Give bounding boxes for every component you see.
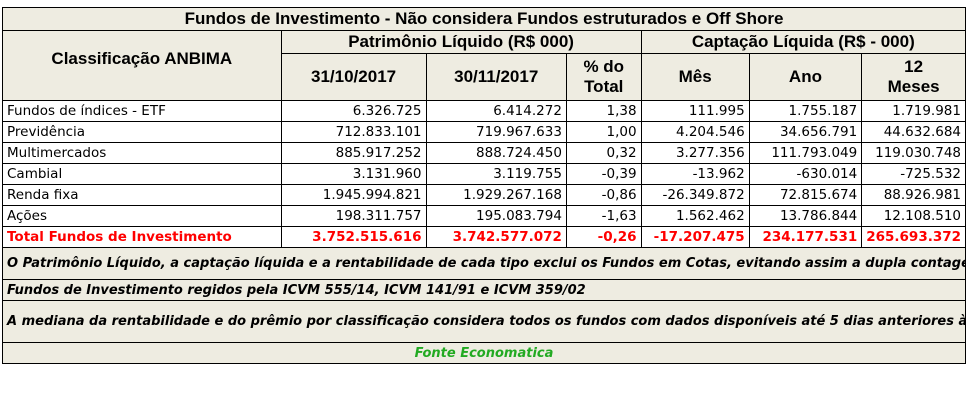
cap-group-header: Captação Líquida (R$ - 000) (640, 30, 967, 54)
col-header-12m: 12 Meses (861, 53, 966, 101)
source-row: Fonte Economatica (2, 342, 966, 364)
cell-pl-nov: 888.724.450 (425, 142, 567, 164)
table-row: Cambial 3.131.960 3.119.755 -0,39 -13.96… (2, 163, 966, 185)
row-label: Fundos de índices - ETF (2, 100, 282, 122)
table-row: Fundos de índices - ETF 6.326.725 6.414.… (2, 100, 966, 122)
cell-pct: -0,86 (565, 184, 642, 206)
cell-pl-oct: 885.917.252 (280, 142, 427, 164)
cell-pl-nov: 1.929.267.168 (425, 184, 567, 206)
col-header-date1: 31/10/2017 (280, 53, 427, 101)
total-pl-oct: 3.752.515.616 (280, 226, 427, 248)
cell-mes: 111.995 (640, 100, 750, 122)
cell-mes: -26.349.872 (640, 184, 750, 206)
col-header-12m-line2: Meses (887, 77, 940, 96)
cell-pct: 1,00 (565, 121, 642, 143)
funds-table: Fundos de Investimento - Não considera F… (2, 7, 967, 364)
cell-12m: 44.632.684 (861, 121, 966, 143)
total-ano: 234.177.531 (748, 226, 863, 248)
classification-header: Classificação ANBIMA (2, 30, 282, 101)
cell-ano: 1.755.187 (748, 100, 863, 122)
cell-mes: 1.562.462 (640, 205, 750, 227)
col-header-pct: % do Total (565, 53, 642, 101)
cell-12m: 1.719.981 (861, 100, 966, 122)
table-title: Fundos de Investimento - Não considera F… (2, 7, 966, 31)
cell-pl-nov: 3.119.755 (425, 163, 567, 185)
cell-pl-nov: 6.414.272 (425, 100, 567, 122)
col-header-ano: Ano (748, 53, 863, 101)
cell-pl-oct: 6.326.725 (280, 100, 427, 122)
cell-pct: -1,63 (565, 205, 642, 227)
table-row: Renda fixa 1.945.994.821 1.929.267.168 -… (2, 184, 966, 206)
note-row-1: O Patrimônio Líquido, a captação líquida… (2, 247, 966, 280)
cell-pl-oct: 3.131.960 (280, 163, 427, 185)
col-header-mes: Mês (640, 53, 750, 101)
total-pct: -0,26 (565, 226, 642, 248)
cell-12m: -725.532 (861, 163, 966, 185)
row-label: Renda fixa (2, 184, 282, 206)
source-label: Fonte Economatica (2, 342, 966, 364)
cell-pl-oct: 712.833.101 (280, 121, 427, 143)
table-row: Multimercados 885.917.252 888.724.450 0,… (2, 142, 966, 164)
cell-pct: 1,38 (565, 100, 642, 122)
table-row: Ações 198.311.757 195.083.794 -1,63 1.56… (2, 205, 966, 227)
row-label: Multimercados (2, 142, 282, 164)
cell-12m: 119.030.748 (861, 142, 966, 164)
total-label: Total Fundos de Investimento (2, 226, 282, 248)
note-row-2: Fundos de Investimento regidos pela ICVM… (2, 279, 966, 301)
total-mes: -17.207.475 (640, 226, 750, 248)
col-header-pct-line2: Total (584, 77, 624, 96)
row-label: Ações (2, 205, 282, 227)
header-row-2: 31/10/2017 30/11/2017 % do Total Mês Ano… (2, 53, 966, 101)
cell-pl-oct: 198.311.757 (280, 205, 427, 227)
row-label: Previdência (2, 121, 282, 143)
note-mediana: A mediana da rentabilidade e do prêmio p… (2, 300, 966, 343)
note-dupla-contagem: O Patrimônio Líquido, a captação líquida… (2, 247, 966, 280)
note-row-3: A mediana da rentabilidade e do prêmio p… (2, 300, 966, 343)
cell-pl-nov: 195.083.794 (425, 205, 567, 227)
note-icvm: Fundos de Investimento regidos pela ICVM… (2, 279, 966, 301)
total-pl-nov: 3.742.577.072 (425, 226, 567, 248)
header-row-1: Classificação ANBIMA Patrimônio Líquido … (2, 30, 967, 101)
col-header-12m-line1: 12 (904, 57, 924, 76)
total-12m: 265.693.372 (861, 226, 966, 248)
cell-ano: 72.815.674 (748, 184, 863, 206)
cell-mes: -13.962 (640, 163, 750, 185)
cell-mes: 4.204.546 (640, 121, 750, 143)
cell-pct: 0,32 (565, 142, 642, 164)
row-label: Cambial (2, 163, 282, 185)
cell-pl-oct: 1.945.994.821 (280, 184, 427, 206)
col-header-pct-line1: % do (583, 57, 625, 76)
cell-ano: 111.793.049 (748, 142, 863, 164)
cell-12m: 12.108.510 (861, 205, 966, 227)
cell-pct: -0,39 (565, 163, 642, 185)
col-header-date2: 30/11/2017 (425, 53, 567, 101)
cell-pl-nov: 719.967.633 (425, 121, 567, 143)
cell-ano: 34.656.791 (748, 121, 863, 143)
cell-mes: 3.277.356 (640, 142, 750, 164)
pl-group-header: Patrimônio Líquido (R$ 000) (280, 30, 642, 54)
cell-12m: 88.926.981 (861, 184, 966, 206)
cell-ano: 13.786.844 (748, 205, 863, 227)
table-row: Previdência 712.833.101 719.967.633 1,00… (2, 121, 966, 143)
total-row: Total Fundos de Investimento 3.752.515.6… (2, 226, 966, 248)
cell-ano: -630.014 (748, 163, 863, 185)
title-row: Fundos de Investimento - Não considera F… (2, 7, 966, 31)
